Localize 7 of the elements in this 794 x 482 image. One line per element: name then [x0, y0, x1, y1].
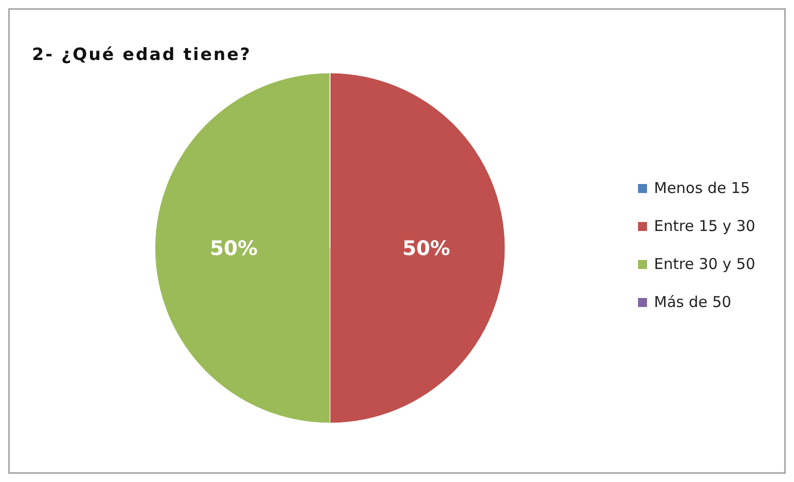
legend-label: Entre 30 y 50 [654, 255, 756, 273]
chart-title: 2- ¿Qué edad tiene? [32, 45, 252, 65]
legend-label: Entre 15 y 30 [654, 217, 756, 235]
data-label: 50% [402, 236, 450, 260]
legend-label: Más de 50 [654, 293, 732, 311]
data-label: 50% [210, 236, 258, 260]
legend-label: Menos de 15 [654, 179, 750, 197]
